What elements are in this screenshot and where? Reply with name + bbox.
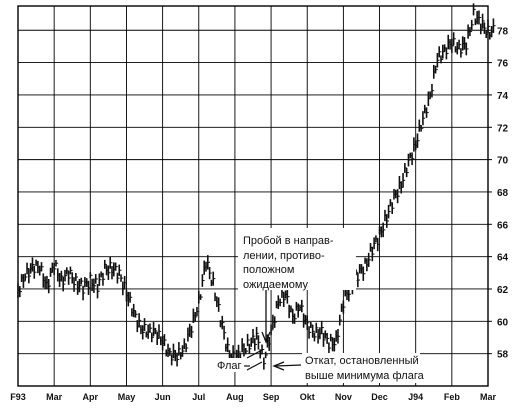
x-tick-label: Okt bbox=[300, 392, 315, 402]
flag-lower-boundary bbox=[246, 361, 263, 371]
pullback-pointer-line bbox=[275, 364, 302, 367]
y-tick-label: 70 bbox=[497, 156, 509, 167]
annotation-flag-background bbox=[216, 358, 244, 372]
y-tick-label: 74 bbox=[497, 91, 509, 102]
y-tick-label: 64 bbox=[497, 253, 509, 264]
x-tick-label: F93 bbox=[10, 392, 26, 402]
y-tick-label: 72 bbox=[497, 123, 509, 134]
x-tick-label: Jun bbox=[155, 392, 171, 402]
x-tick-label: J94 bbox=[408, 392, 423, 402]
y-tick-label: 78 bbox=[497, 26, 509, 37]
annotation-breakout-line4: ожидаемому bbox=[243, 279, 309, 291]
x-tick-label: Mar bbox=[480, 392, 497, 402]
grid-layer: 58 60 62 64 66 68 70 72 74 76 78 F93 Mar Apr May Jun Jul… bbox=[10, 5, 509, 402]
x-tick-label: Apr bbox=[83, 392, 99, 402]
annotation-background bbox=[238, 228, 356, 290]
x-tick-label: Mar bbox=[46, 392, 63, 402]
annotation-layer: Пробой в направ- лении, противо- положно… bbox=[216, 228, 425, 383]
annotation-pullback-line1: Откат, остановленный bbox=[305, 355, 419, 367]
annotation-pullback-line2: выше минимума флага bbox=[305, 370, 425, 382]
flag-upper-boundary bbox=[246, 349, 263, 359]
breakout-pointer-arrowhead bbox=[261, 331, 271, 344]
y-tick-label: 68 bbox=[497, 188, 509, 199]
y-tick-label: 60 bbox=[497, 317, 509, 328]
y-tick-label: 58 bbox=[497, 350, 509, 361]
x-tick-label: Dec bbox=[371, 392, 388, 402]
y-tick-label: 66 bbox=[497, 220, 509, 231]
price-bars-layer bbox=[17, 3, 496, 370]
pullback-pointer-arrowhead bbox=[272, 361, 285, 371]
x-tick-label: Sep bbox=[263, 392, 280, 402]
annotation-breakout-line2: лении, противо- bbox=[243, 250, 325, 262]
y-tick-label: 76 bbox=[497, 59, 509, 70]
x-tick-label: Jul bbox=[192, 392, 205, 402]
annotation-breakout-line1: Пробой в направ- bbox=[243, 235, 334, 247]
x-tick-label: May bbox=[118, 392, 136, 402]
annotation-flag-label: Флаг bbox=[217, 360, 242, 372]
x-tick-label: Nov bbox=[335, 392, 352, 402]
y-tick-label: 62 bbox=[497, 285, 509, 296]
x-tick-label: Aug bbox=[226, 392, 244, 402]
annotation-breakout-line3: положном bbox=[243, 264, 294, 276]
annotation-pullback-background bbox=[302, 353, 420, 383]
x-tick-label: Feb bbox=[444, 392, 461, 402]
